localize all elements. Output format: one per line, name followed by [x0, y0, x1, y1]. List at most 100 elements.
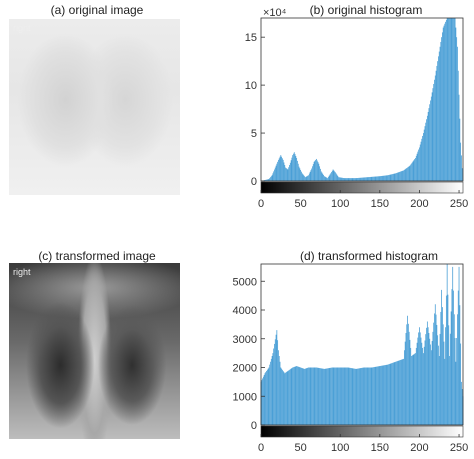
histogram-bar [448, 18, 450, 181]
histogram-bar [346, 367, 348, 425]
histogram-bar [405, 168, 407, 181]
histogram-bar [342, 367, 344, 425]
histogram-bar [363, 367, 365, 425]
histogram-bar [400, 359, 402, 425]
histogram-bar [356, 368, 358, 425]
histogram-bar [263, 374, 265, 425]
histogram-bar [401, 171, 403, 181]
histogram-bar [445, 327, 446, 425]
x-tick-label: 0 [258, 442, 264, 454]
x-tick-label: 150 [371, 198, 389, 210]
histogram-bar [438, 345, 439, 425]
histogram-bar [335, 173, 337, 181]
histogram-bar [340, 177, 342, 181]
histogram-bar [398, 172, 400, 181]
histogram-bar [451, 18, 453, 181]
histogram-bar [409, 165, 411, 181]
histogram-bar [392, 362, 394, 425]
histogram-bar [457, 314, 458, 425]
histogram-bar [331, 170, 333, 181]
histogram-bar [451, 289, 453, 425]
histogram-bar [457, 290, 459, 425]
histogram-bar [318, 163, 320, 181]
histogram-bar [304, 368, 305, 425]
histogram-bar [301, 368, 303, 425]
histogram-bar [310, 367, 312, 425]
histogram-bar [455, 361, 457, 425]
histogram-bar [394, 173, 396, 181]
histogram-bar [295, 156, 297, 181]
panel-a-title: (a) original image [50, 3, 144, 17]
histogram-bar [352, 368, 354, 425]
histogram-bar [459, 118, 461, 181]
histogram-bar [435, 70, 437, 181]
histogram-bar [380, 176, 382, 181]
histogram-bar [292, 155, 294, 181]
histogram-bar [375, 176, 377, 181]
histogram-bar [363, 177, 365, 181]
histogram-bar [344, 367, 346, 425]
histogram-bar [358, 368, 360, 425]
histogram-bar [352, 178, 354, 181]
histogram-bar [279, 156, 281, 181]
histogram-bar [361, 177, 362, 181]
histogram-bar [396, 361, 397, 425]
histogram-bar [284, 373, 286, 425]
histogram-bar [421, 342, 423, 425]
histogram-bar [439, 46, 441, 182]
histogram-bar [334, 367, 336, 425]
histogram-bar [322, 173, 324, 181]
panel-d-title: (d) transformed histogram [299, 249, 439, 263]
histogram-bar [308, 367, 309, 425]
histogram-bar [418, 149, 420, 181]
histogram-bar [314, 160, 316, 181]
histogram-bar [459, 305, 461, 425]
histogram-bar [293, 366, 295, 425]
histogram-bar [300, 367, 301, 425]
histogram-bar [341, 367, 343, 425]
histogram-bar [325, 177, 327, 181]
histogram-bar [324, 176, 326, 181]
histogram-bar [330, 173, 332, 181]
histogram-bar [402, 359, 404, 425]
histogram-bar [404, 169, 406, 181]
histogram-bar [347, 367, 349, 425]
histogram-bar [270, 361, 271, 425]
histogram-bar [371, 176, 373, 181]
histogram-bar [316, 367, 318, 425]
x-tick-label: 100 [331, 442, 349, 454]
histogram-bar [442, 324, 444, 426]
histogram-bar [310, 170, 312, 181]
y-tick-label: 2000 [233, 363, 257, 375]
histogram-bar [315, 367, 317, 425]
y-tick-label: 0 [251, 176, 257, 188]
histogram-bar [437, 335, 439, 425]
histogram-bar [428, 108, 430, 181]
histogram-bar [396, 361, 398, 425]
histogram-bar [413, 354, 415, 425]
histogram-bar [264, 373, 266, 425]
histogram-bar [407, 315, 408, 425]
histogram-bar [461, 168, 463, 181]
histogram-bar [273, 171, 275, 181]
histogram-bar [353, 178, 355, 181]
histogram-bar [264, 180, 266, 181]
histogram-bar [302, 174, 304, 181]
histogram-bar [443, 25, 445, 182]
histogram-bar [335, 172, 336, 181]
histogram-bar [387, 364, 389, 426]
histogram-bar [339, 367, 341, 425]
histogram-bar [336, 174, 338, 181]
histogram-bar [457, 46, 458, 182]
histogram-bar [391, 363, 393, 425]
histogram-bar [409, 339, 411, 425]
histogram-bar [289, 162, 291, 181]
histogram-bar [308, 367, 310, 425]
histogram-bar [419, 144, 421, 181]
histogram-bar [332, 367, 334, 425]
histogram-bar [397, 172, 399, 181]
x-tick-label: 100 [331, 198, 349, 210]
histogram-bar [372, 176, 374, 181]
histogram-bar [282, 370, 284, 425]
histogram-bar [455, 27, 457, 182]
